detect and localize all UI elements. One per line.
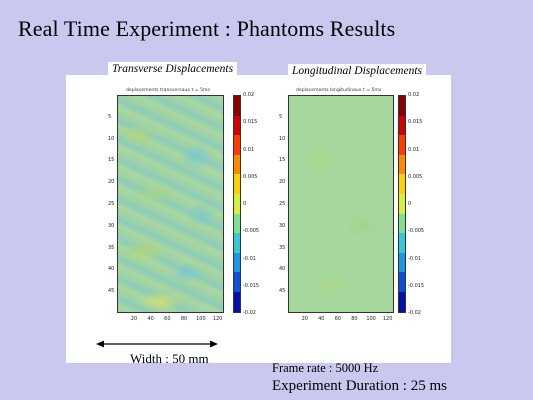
colorbar-segment bbox=[234, 135, 240, 155]
longitudinal-y-tick: 45 bbox=[279, 288, 286, 295]
transverse-colorbar bbox=[233, 95, 241, 313]
longitudinal-x-tick: 80 bbox=[351, 316, 358, 322]
transverse-colorbar-tick: 0.015 bbox=[243, 119, 258, 126]
longitudinal-colorbar-tick: -0.01 bbox=[408, 255, 421, 262]
transverse-y-tick: 25 bbox=[108, 201, 115, 207]
transverse-x-tick: 40 bbox=[147, 316, 154, 322]
longitudinal-y-tick: 15 bbox=[279, 157, 286, 164]
longitudinal-y-tick: 30 bbox=[279, 222, 286, 229]
colorbar-segment bbox=[399, 174, 405, 195]
colorbar-segment bbox=[234, 213, 240, 234]
width-arrow bbox=[96, 340, 218, 348]
longitudinal-y-tick: 10 bbox=[279, 135, 286, 142]
longitudinal-x-tick: 20 bbox=[301, 316, 308, 322]
colorbar-segment bbox=[234, 96, 240, 116]
longitudinal-colorbar-tick: 0.015 bbox=[408, 119, 423, 126]
transverse-colorbar-tick: 0.005 bbox=[243, 173, 258, 180]
colorbar-segment bbox=[234, 252, 240, 273]
width-label: Width : 50 mm bbox=[130, 351, 209, 366]
longitudinal-x-tick: 120 bbox=[382, 316, 393, 322]
transverse-colorbar-tick: -0.005 bbox=[243, 228, 260, 235]
colorbar-segment bbox=[399, 115, 405, 136]
transverse-y-tick: 5 bbox=[108, 113, 112, 120]
longitudinal-colorbar-tick: -0.02 bbox=[408, 310, 421, 316]
colorbar-segment bbox=[399, 272, 405, 293]
transverse-heatmap bbox=[117, 95, 224, 313]
transverse-x-tick: 20 bbox=[130, 316, 138, 322]
colorbar-segment bbox=[234, 174, 240, 195]
transverse-x-tick: 80 bbox=[180, 316, 188, 322]
slide-title: Real Time Experiment : Phantoms Results bbox=[18, 16, 396, 41]
colorbar-segment bbox=[234, 292, 240, 312]
transverse-y-tick: 15 bbox=[108, 157, 115, 164]
transverse-y-tick: 35 bbox=[108, 244, 115, 251]
longitudinal-colorbar-tick: -0.015 bbox=[408, 282, 425, 289]
transverse-label: Transverse Displacements bbox=[108, 62, 238, 76]
colorbar-segment bbox=[399, 194, 405, 214]
colorbar-segment bbox=[399, 213, 405, 234]
longitudinal-x-tick: 60 bbox=[334, 316, 342, 322]
duration-text: Experiment Duration : 25 ms bbox=[272, 378, 447, 394]
longitudinal-colorbar-tick: 0.01 bbox=[408, 146, 420, 153]
longitudinal-y-tick: 5 bbox=[279, 113, 283, 120]
longitudinal-y-tick: 35 bbox=[279, 244, 286, 251]
colorbar-segment bbox=[399, 292, 405, 312]
longitudinal-colorbar-tick: 0 bbox=[408, 201, 412, 207]
longitudinal-heatmap bbox=[288, 95, 394, 313]
longitudinal-x-tick: 40 bbox=[318, 316, 325, 322]
transverse-x-tick: 100 bbox=[196, 316, 206, 322]
colorbar-segment bbox=[399, 96, 405, 116]
transverse-colorbar-tick: 0 bbox=[243, 201, 247, 207]
transverse-y-tick: 40 bbox=[108, 266, 115, 273]
colorbar-segment bbox=[234, 115, 240, 136]
colorbar-segment bbox=[234, 154, 240, 175]
transverse-plot-title: deplacements transversaux t = 5ms bbox=[126, 88, 210, 93]
longitudinal-colorbar bbox=[398, 95, 406, 313]
longitudinal-y-tick: 25 bbox=[279, 201, 286, 207]
transverse-y-tick: 10 bbox=[108, 135, 115, 142]
longitudinal-plot-title: deplacements longitudinaux t = 5ms bbox=[296, 88, 382, 93]
transverse-y-tick: 45 bbox=[108, 288, 115, 295]
frame-rate-text: Frame rate : 5000 Hz bbox=[272, 361, 379, 375]
colorbar-segment bbox=[399, 135, 405, 155]
transverse-colorbar-tick: -0.02 bbox=[243, 310, 256, 316]
colorbar-segment bbox=[234, 233, 240, 253]
colorbar-segment bbox=[399, 154, 405, 175]
colorbar-segment bbox=[234, 272, 240, 293]
transverse-x-tick: 60 bbox=[164, 316, 171, 322]
longitudinal-colorbar-tick: 0.005 bbox=[408, 173, 423, 180]
transverse-x-tick: 120 bbox=[212, 316, 223, 322]
transverse-colorbar-tick: 0.01 bbox=[243, 146, 255, 153]
longitudinal-y-tick: 40 bbox=[279, 266, 286, 273]
longitudinal-label: Longitudinal Displacements bbox=[288, 64, 427, 78]
longitudinal-colorbar-tick: -0.005 bbox=[408, 228, 425, 235]
colorbar-segment bbox=[399, 233, 405, 253]
transverse-colorbar-tick: 0.02 bbox=[243, 92, 255, 98]
longitudinal-x-tick: 100 bbox=[366, 316, 376, 322]
longitudinal-colorbar-tick: 0.02 bbox=[408, 92, 420, 98]
transverse-colorbar-tick: -0.01 bbox=[243, 255, 256, 262]
transverse-y-tick: 30 bbox=[108, 222, 115, 229]
transverse-colorbar-tick: -0.015 bbox=[243, 282, 260, 289]
colorbar-segment bbox=[234, 194, 240, 214]
colorbar-segment bbox=[399, 252, 405, 273]
transverse-y-tick: 20 bbox=[108, 179, 115, 186]
longitudinal-y-tick: 20 bbox=[279, 179, 286, 186]
